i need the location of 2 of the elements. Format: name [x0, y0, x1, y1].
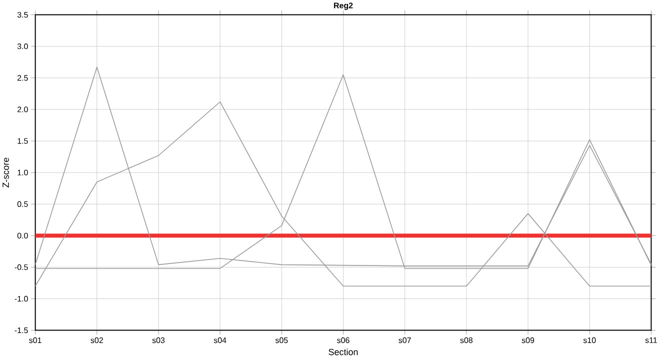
- x-axis-title: Section: [328, 348, 358, 356]
- y-axis-title: Z-score: [2, 158, 9, 188]
